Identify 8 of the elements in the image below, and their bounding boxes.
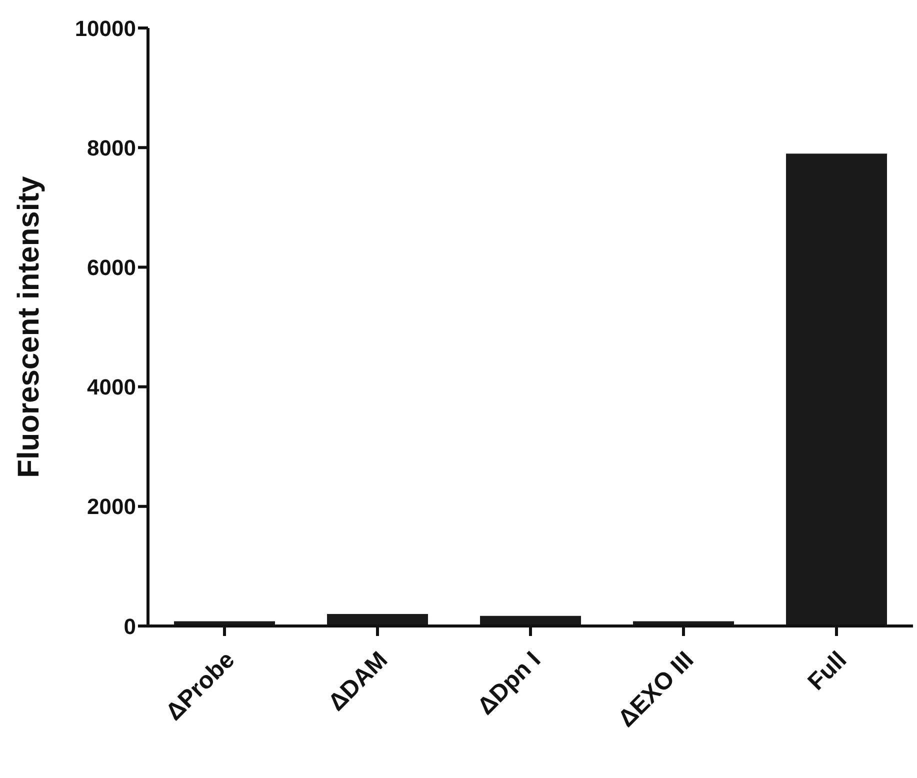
y-tick-label: 2000 (87, 494, 136, 520)
y-tick-label: 8000 (87, 135, 136, 160)
y-axis-title: Fluorescent intensity (12, 176, 46, 478)
y-tick-label: 4000 (87, 374, 136, 400)
x-tick-label: Full (802, 646, 852, 696)
y-tick-label: 10000 (74, 16, 136, 41)
y-tick-label: 6000 (87, 255, 136, 280)
y-tick-label: 0 (124, 614, 136, 639)
